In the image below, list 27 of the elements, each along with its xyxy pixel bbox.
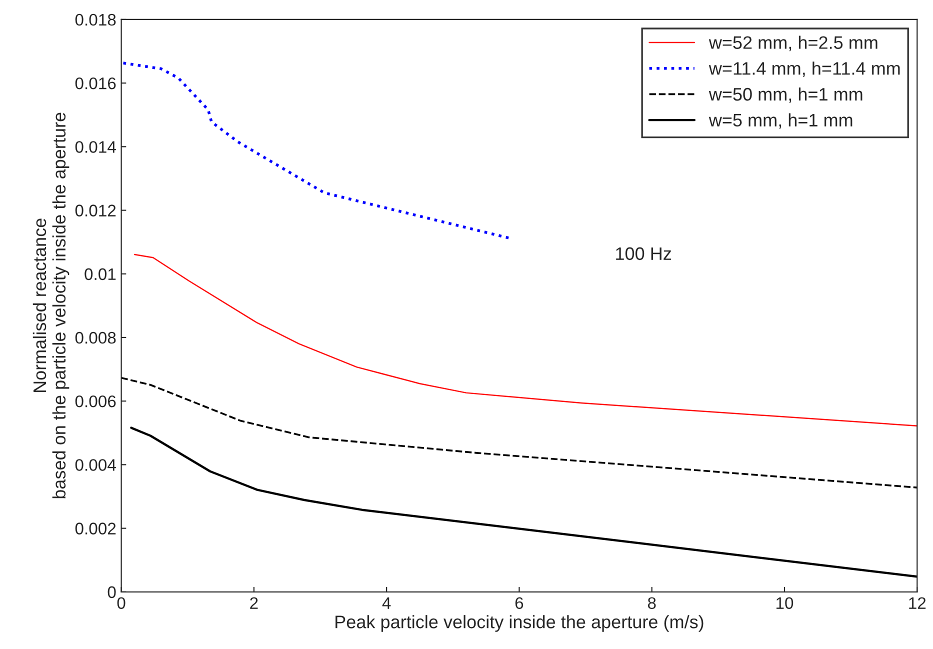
line-series bbox=[130, 426, 918, 578]
x-tick-label: 8 bbox=[648, 597, 656, 609]
y-tick-label: 0.014 bbox=[75, 141, 116, 153]
x-axis-title: Peak particle velocity inside the aperture (m/s) bbox=[336, 615, 704, 632]
annotation: 100 Hz bbox=[616, 247, 672, 260]
y-tick-label: 0.01 bbox=[84, 268, 116, 280]
line-series bbox=[122, 62, 510, 240]
y-tick-label: 0.008 bbox=[75, 332, 116, 344]
legend-label: w=52 mm, h=2.5 mm bbox=[708, 36, 878, 52]
x-tick-label: 0 bbox=[117, 597, 126, 609]
x-tick-label: 2 bbox=[250, 597, 258, 609]
line-series bbox=[121, 376, 918, 488]
y-tick-label: 0.018 bbox=[75, 14, 116, 26]
y-tick-label: 0 bbox=[108, 586, 116, 598]
x-tick-label: 6 bbox=[515, 597, 524, 609]
y-tick-label: 0.004 bbox=[75, 459, 116, 471]
legend-label: w=11.4 mm, h=11.4 mm bbox=[708, 62, 900, 77]
y-tick-label: 0.016 bbox=[75, 77, 116, 90]
y-tick-label: 0.006 bbox=[75, 395, 116, 408]
legend-label: w=5 mm, h=1 mm bbox=[708, 113, 852, 129]
x-tick-label: 4 bbox=[382, 597, 391, 609]
y-tick-label: 0.012 bbox=[75, 204, 116, 216]
y-tick-label: 0.002 bbox=[75, 522, 116, 534]
legend-label: w=50 mm, h=1 mm bbox=[708, 87, 862, 103]
y-axis-title: Normalised reactance based on the particle velocity inside the aperture bbox=[32, 112, 70, 498]
x-tick-label: 12 bbox=[909, 597, 926, 609]
x-tick-label: 10 bbox=[776, 597, 794, 609]
